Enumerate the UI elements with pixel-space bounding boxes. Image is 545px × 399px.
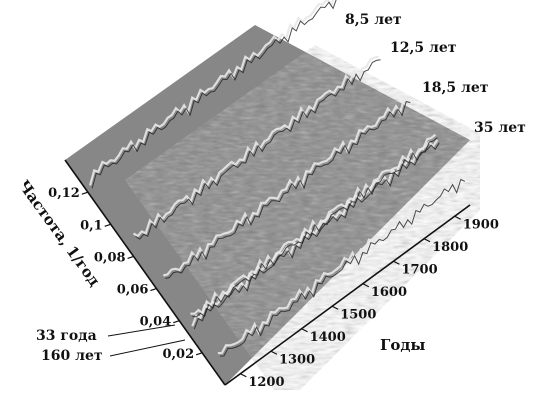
leader-160 <box>109 339 186 357</box>
ridge-label-35: 35 лет <box>474 120 526 136</box>
year-tick-label: 1500 <box>340 307 376 322</box>
year-tick-mark <box>362 283 370 288</box>
year-tick-mark <box>331 305 339 310</box>
frequency-tick-mark <box>104 223 111 227</box>
ridge-crest <box>89 0 335 186</box>
frequency-tick-mark <box>81 191 89 195</box>
frequency-axis-line <box>64 159 226 386</box>
year-tick-mark <box>454 215 461 220</box>
surface-ridges <box>89 0 466 357</box>
year-tick-mark <box>240 373 247 378</box>
year-ticks: 1200 1300 1400 1500 1600 1700 1800 1900 <box>240 215 499 390</box>
frequency-ticks: 0,02 0,04 0,06 0,08 0,1 0,12 <box>48 186 203 362</box>
ridge-shadow <box>192 137 438 318</box>
frequency-tick-mark <box>173 320 180 324</box>
frequency-tick-label: 0,12 <box>48 186 80 201</box>
frequency-tick-label: 0,02 <box>162 347 194 362</box>
ridge-label-8-5: 8,5 лет <box>345 12 402 28</box>
year-tick-mark <box>393 260 400 265</box>
ridge-shadow <box>165 100 411 279</box>
year-tick-label: 1300 <box>279 352 315 367</box>
frequency-tick-mark <box>195 352 203 356</box>
year-tick-label: 1900 <box>463 217 499 232</box>
year-tick-mark <box>423 238 431 243</box>
frequency-tick-mark <box>127 255 134 259</box>
year-tick-label: 1600 <box>371 285 407 300</box>
ridge-label-12-5: 12,5 лет <box>390 40 457 56</box>
ridge-crest <box>132 55 379 238</box>
year-axis-line <box>224 204 471 386</box>
leader-33 <box>107 324 176 337</box>
ridge-label-160: 160 лет <box>41 348 103 364</box>
year-tick-label: 1700 <box>401 262 437 277</box>
ridge-shadow <box>135 59 381 240</box>
year-axis-label: Годы <box>380 336 425 354</box>
surface <box>60 0 480 390</box>
year-tick-mark <box>301 328 308 333</box>
ridge-crest <box>191 139 439 327</box>
year-tick-label: 1800 <box>432 240 468 255</box>
ridge-label-18-5: 18,5 лет <box>422 80 489 96</box>
frequency-tick-label: 0,08 <box>94 250 126 265</box>
ridge-shadow <box>193 142 440 330</box>
year-tick-label: 1400 <box>310 330 346 345</box>
frequency-tick-label: 0,04 <box>140 315 172 330</box>
year-tick-mark <box>270 350 278 355</box>
frequency-tick-label: 0,1 <box>80 218 103 233</box>
ridge-labels: 8,5 лет 12,5 лет 18,5 лет 35 лет 33 года… <box>36 12 526 364</box>
year-axis: 1200 1300 1400 1500 1600 1700 1800 1900 Годы <box>224 204 499 390</box>
frequency-tick-label: 0,06 <box>117 283 149 298</box>
ridge-label-33: 33 года <box>36 328 97 344</box>
ridge-crest <box>190 133 437 316</box>
frequency-tick-mark <box>150 288 157 292</box>
year-tick-label: 1200 <box>248 375 284 390</box>
ridge-shadow <box>219 178 466 357</box>
ridge-shadow <box>91 0 337 189</box>
